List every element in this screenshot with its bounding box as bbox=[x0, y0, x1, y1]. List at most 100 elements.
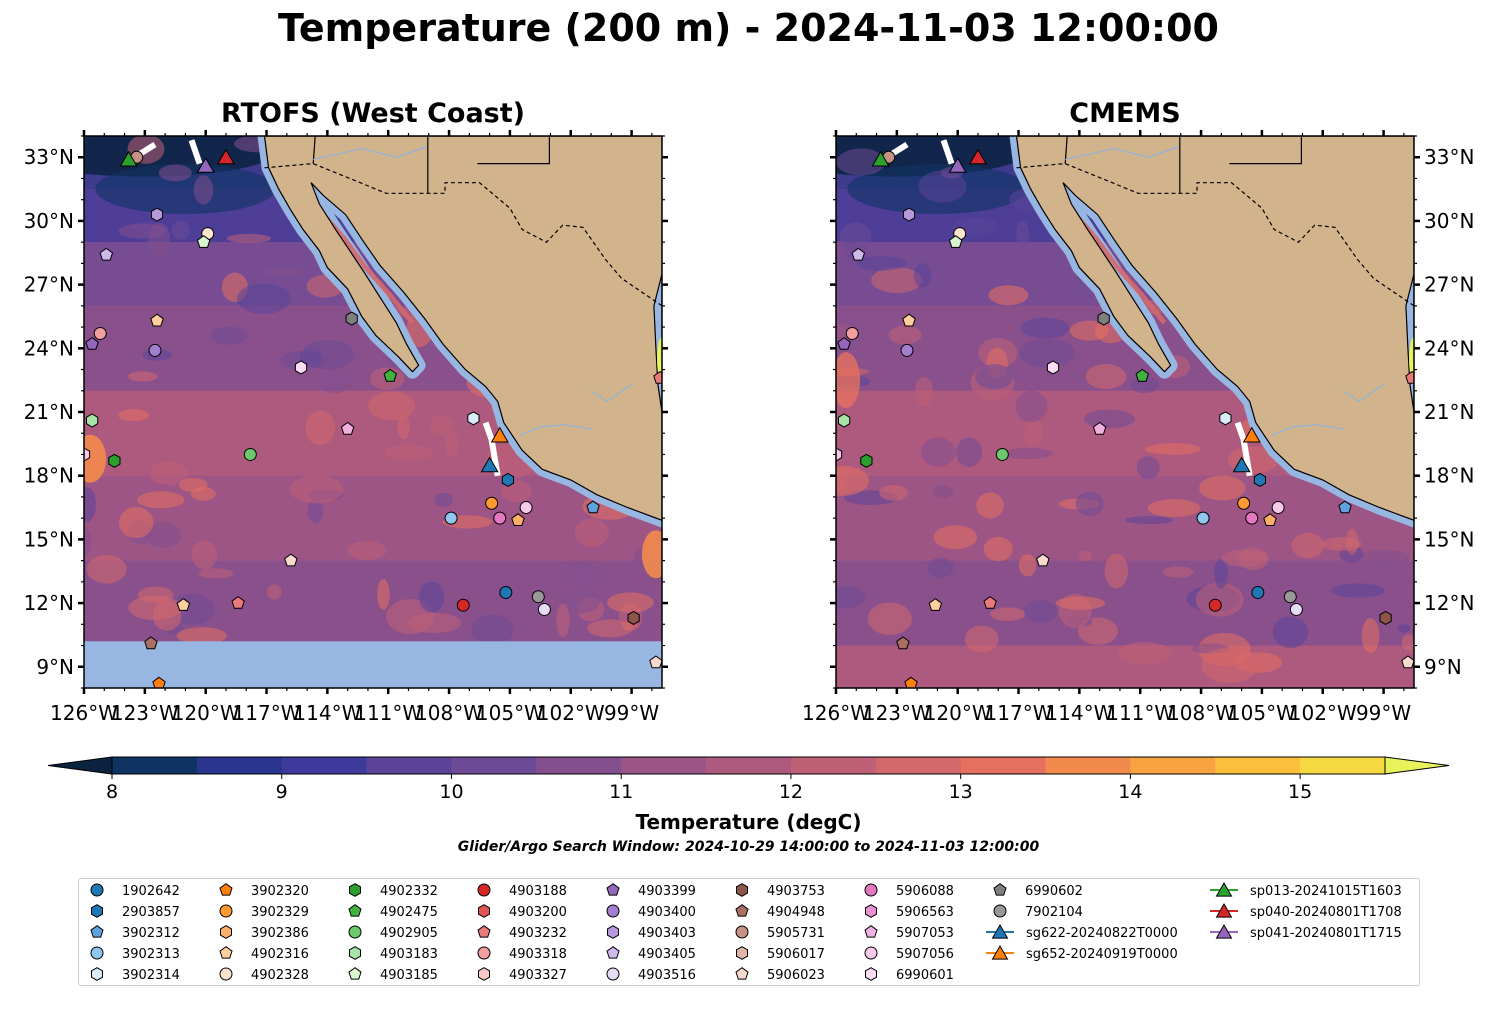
float-marker-18 bbox=[1253, 472, 1266, 487]
float-marker-33 bbox=[144, 636, 158, 650]
float-marker-22 bbox=[519, 501, 533, 515]
legend-label: 4903399 bbox=[638, 884, 696, 899]
legend-item: 3902314 bbox=[91, 967, 180, 983]
legend-label: 4902332 bbox=[380, 884, 438, 899]
colorbar-tick-label: 9 bbox=[276, 781, 288, 803]
legend-label: 5906017 bbox=[767, 947, 825, 962]
legend-label: 6990602 bbox=[1025, 884, 1083, 899]
ocean-field bbox=[836, 136, 1414, 688]
legend-marker bbox=[865, 904, 877, 918]
legend-label: 4903185 bbox=[380, 968, 438, 983]
x-tick-label: 102°W bbox=[1289, 701, 1357, 725]
legend-marker bbox=[736, 946, 748, 960]
legend-marker bbox=[991, 923, 1009, 939]
colorbar-segment bbox=[1130, 757, 1216, 774]
legend-item: 4903400 bbox=[606, 904, 696, 920]
legend-label: sp013-20241015T1603 bbox=[1250, 884, 1402, 899]
legend-item: 3902312 bbox=[90, 925, 180, 941]
float-marker-26 bbox=[176, 598, 191, 611]
legend-marker bbox=[477, 946, 491, 960]
x-tick-label: 126°W bbox=[50, 701, 118, 725]
y-tick-label: 27°N bbox=[1424, 273, 1474, 297]
float-marker-2 bbox=[953, 227, 967, 241]
legend-label: 4902316 bbox=[251, 947, 309, 962]
x-tick-label: 99°W bbox=[604, 701, 659, 725]
float-marker-34 bbox=[904, 676, 918, 688]
float-marker-26 bbox=[928, 598, 943, 611]
legend-marker bbox=[864, 946, 878, 960]
legend-label: sp041-20240801T1715 bbox=[1250, 926, 1402, 941]
border-us-mexico bbox=[264, 162, 662, 307]
legend-marker bbox=[736, 883, 748, 897]
x-tick-label: 111°W bbox=[1106, 701, 1174, 725]
colorbar: 8 9 10 11 12 13 14 15 bbox=[47, 756, 1450, 803]
x-tick-label: 120°W bbox=[172, 701, 240, 725]
legend-item: 5905731 bbox=[735, 925, 825, 941]
colorbar-tick-label: 11 bbox=[609, 781, 633, 803]
legend-item: 4903405 bbox=[606, 946, 696, 962]
y-tick-label: 24°N bbox=[24, 336, 74, 360]
colorbar-segment bbox=[790, 757, 877, 774]
legend-item: 4902332 bbox=[349, 883, 438, 899]
legend-label: 4903188 bbox=[509, 884, 567, 899]
float-marker-36 bbox=[653, 370, 662, 384]
x-tick-label: 117°W bbox=[233, 701, 301, 725]
float-marker-27 bbox=[983, 595, 997, 609]
legend-label: 4903327 bbox=[509, 968, 567, 983]
float-marker-24 bbox=[586, 500, 600, 514]
legend-item: 4903185 bbox=[348, 967, 438, 983]
map-panel-0: 126°W123°W120°W117°W114°W111°W108°W105°W… bbox=[24, 130, 668, 725]
legend-item: 5906017 bbox=[736, 946, 825, 962]
colorbar-segment bbox=[196, 757, 283, 774]
legend-marker bbox=[90, 946, 104, 960]
float-marker-27 bbox=[231, 595, 245, 609]
float-marker-11 bbox=[383, 368, 397, 382]
border-us-mexico bbox=[1016, 162, 1414, 307]
legend-marker bbox=[219, 904, 233, 918]
float-marker-22 bbox=[1271, 501, 1285, 515]
legend-item: 5906563 bbox=[865, 904, 954, 920]
legend-label: 4903318 bbox=[509, 947, 567, 962]
legend-item: 4903403 bbox=[607, 925, 696, 941]
float-marker-21 bbox=[1263, 513, 1277, 526]
float-marker-30 bbox=[1283, 590, 1297, 604]
legend-marker bbox=[478, 904, 490, 918]
panel-title-cmems: CMEMS bbox=[1069, 98, 1181, 129]
float-marker-35 bbox=[649, 655, 662, 669]
legend-label: 5906563 bbox=[896, 905, 954, 920]
float-marker-24 bbox=[1338, 500, 1352, 514]
float-marker-30 bbox=[531, 590, 545, 604]
float-marker-11 bbox=[1135, 368, 1149, 382]
legend-marker bbox=[606, 904, 620, 918]
float-marker-4 bbox=[851, 247, 866, 261]
float-marker-10 bbox=[1046, 360, 1060, 375]
float-marker-12 bbox=[838, 413, 851, 428]
y-tick-label: 12°N bbox=[24, 591, 74, 615]
float-marker-35 bbox=[1401, 655, 1414, 669]
colorbar-extend-low bbox=[47, 756, 113, 775]
float-marker-5 bbox=[902, 313, 916, 327]
legend-marker bbox=[607, 925, 619, 939]
x-tick-label: 99°W bbox=[1356, 701, 1411, 725]
legend-label: 1902642 bbox=[122, 884, 180, 899]
colorbar-tick-label: 15 bbox=[1288, 781, 1312, 803]
glider-track-4 bbox=[188, 139, 203, 165]
y-tick-label: 33°N bbox=[24, 145, 74, 169]
land bbox=[1015, 136, 1414, 521]
legend-item: 4902328 bbox=[219, 967, 309, 983]
x-tick-label: 117°W bbox=[985, 701, 1053, 725]
legend-marker bbox=[349, 946, 361, 960]
y-tick-label: 30°N bbox=[1424, 209, 1474, 233]
float-marker-0 bbox=[882, 150, 896, 164]
legend-item: sp013-20241015T1603 bbox=[1210, 881, 1402, 899]
legend-item: 5907053 bbox=[864, 925, 954, 941]
float-marker-31 bbox=[1289, 602, 1303, 616]
legend-label: 3902313 bbox=[122, 947, 180, 962]
legend-marker bbox=[220, 925, 232, 939]
legend-marker bbox=[1215, 881, 1233, 897]
legend-item: 1902642 bbox=[90, 883, 180, 899]
legend-label: 6990601 bbox=[896, 968, 954, 983]
float-marker-10 bbox=[294, 360, 308, 375]
legend-item: 4904948 bbox=[735, 904, 825, 920]
